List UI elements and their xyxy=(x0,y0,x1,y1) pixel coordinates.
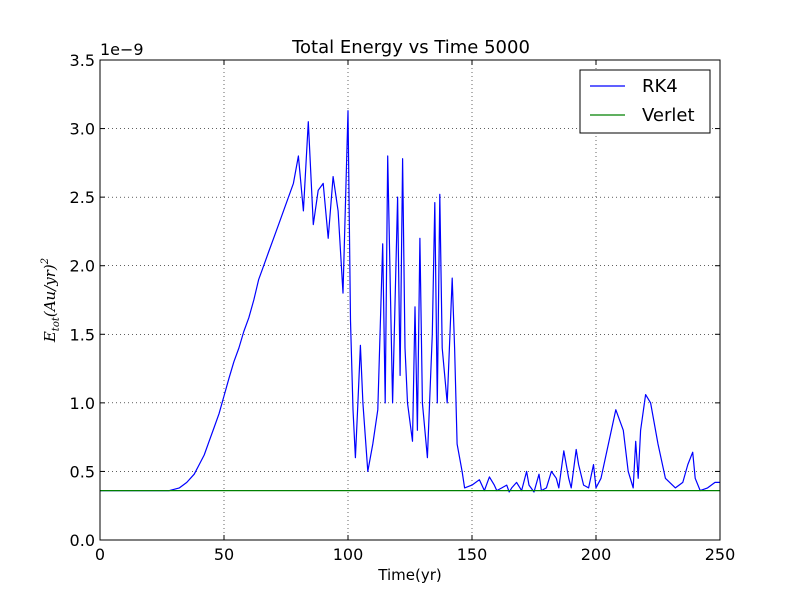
x-tick-label: 0 xyxy=(95,545,105,564)
y-axis-label-superscript: 2 xyxy=(40,258,51,265)
x-tick-label: 50 xyxy=(214,545,234,564)
y-tick-label: 2.5 xyxy=(70,188,95,207)
plot-area-frame xyxy=(99,59,721,541)
y-tick-label: 0.0 xyxy=(70,531,95,550)
y-axis-label-subscript: tot xyxy=(51,316,62,331)
series-layer xyxy=(100,110,720,493)
y-tick-label: 2.0 xyxy=(70,257,95,276)
y-tick-label: 0.5 xyxy=(70,462,95,481)
y-tick-label: 1.5 xyxy=(70,325,95,344)
legend-label-rk4: RK4 xyxy=(642,76,678,97)
y-axis-label-rest: (Au/yr) xyxy=(41,264,59,317)
y-axis-label: Etot(Au/yr)2 xyxy=(40,258,62,343)
x-tick-label: 250 xyxy=(705,545,736,564)
chart-title: Total Energy vs Time 5000 xyxy=(291,37,530,58)
y-tick-label: 1.0 xyxy=(70,394,95,413)
x-tick-label: 200 xyxy=(581,545,612,564)
x-tick-label: 100 xyxy=(333,545,364,564)
y-tick-label: 3.5 xyxy=(70,51,95,70)
series-line-rk4 xyxy=(100,110,720,493)
ticks: 0 50 100 150 200 250 0.0 0.5 1.0 1.5 2.0 2.5 3.0 3.5 xyxy=(70,51,736,564)
x-axis-label: Time(yr) xyxy=(377,566,441,584)
y-tick-label: 3.0 xyxy=(70,120,95,139)
y-axis-label-main: E xyxy=(41,331,59,343)
x-tick-label: 150 xyxy=(457,545,488,564)
y-multiplier: 1e−9 xyxy=(100,40,144,59)
legend-box xyxy=(579,69,711,134)
legend-label-verlet: Verlet xyxy=(642,105,695,126)
legend: RK4 Verlet xyxy=(579,69,711,134)
